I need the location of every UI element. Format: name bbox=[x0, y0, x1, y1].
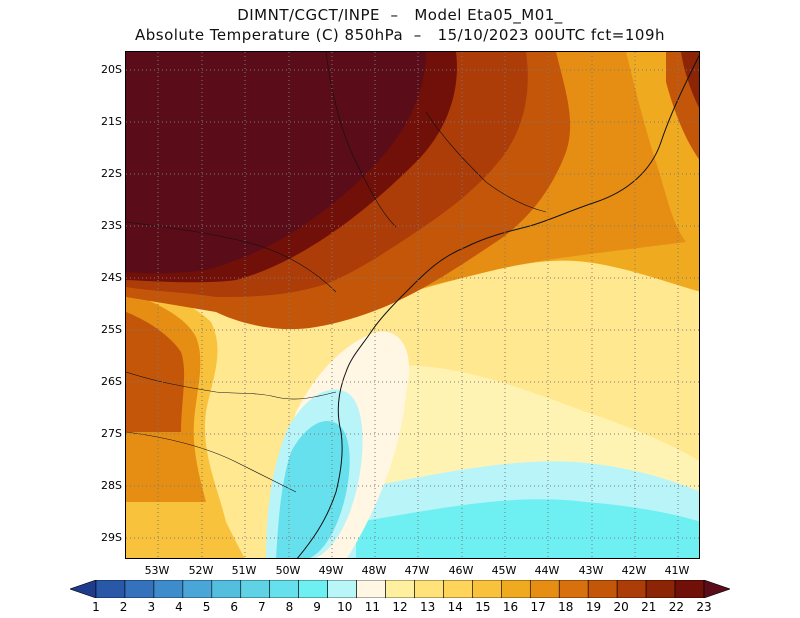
colorbar-swatch bbox=[356, 580, 386, 598]
colorbar-label: 18 bbox=[558, 600, 574, 614]
lat-label: 24S bbox=[101, 271, 122, 284]
colorbar-swatch bbox=[269, 580, 299, 598]
colorbar-swatch bbox=[240, 580, 271, 598]
colorbar-label: 12 bbox=[392, 600, 408, 614]
colorbar-swatch bbox=[674, 580, 705, 598]
field-cyan bbox=[356, 499, 699, 558]
colorbar-label: 7 bbox=[257, 600, 266, 614]
colorbar-label: 9 bbox=[313, 600, 321, 614]
colorbar-label: 13 bbox=[419, 600, 436, 614]
colorbar-label: 19 bbox=[585, 600, 602, 614]
lon-label: 47W bbox=[404, 564, 430, 577]
colorbar-label: 16 bbox=[502, 600, 519, 614]
lon-label: 44W bbox=[534, 564, 560, 577]
lon-label: 46W bbox=[448, 564, 474, 577]
colorbar-label: 22 bbox=[668, 600, 684, 614]
colorbar-swatch bbox=[95, 580, 126, 598]
lat-label: 25S bbox=[101, 323, 122, 336]
lon-label: 48W bbox=[361, 564, 387, 577]
colorbar-label: 4 bbox=[175, 600, 183, 614]
colorbar-label: 21 bbox=[641, 600, 657, 614]
colorbar-label: 5 bbox=[202, 600, 211, 614]
colorbar-swatch bbox=[558, 580, 589, 598]
colorbar-label: 23 bbox=[696, 600, 712, 614]
lon-label: 41W bbox=[664, 564, 690, 577]
colorbar-swatch bbox=[645, 580, 676, 598]
lat-label: 20S bbox=[101, 63, 122, 76]
colorbar-label: 14 bbox=[447, 600, 463, 614]
colorbar-swatch bbox=[587, 580, 618, 598]
colorbar-swatch bbox=[153, 580, 184, 598]
colorbar-label: 11 bbox=[364, 600, 380, 614]
state-borders bbox=[126, 52, 547, 493]
colorbar-swatch bbox=[529, 580, 560, 598]
coastline bbox=[296, 54, 699, 558]
field-west-band-3 bbox=[126, 312, 185, 432]
lon-label: 43W bbox=[578, 564, 604, 577]
lat-label: 27S bbox=[101, 427, 122, 440]
lon-label: 51W bbox=[231, 564, 257, 577]
map-title-line1: DIMNT/CGCT/INPE – Model Eta05_M01_ bbox=[237, 6, 563, 24]
lat-label: 26S bbox=[101, 375, 122, 388]
lat-label: 28S bbox=[101, 479, 122, 492]
colorbar-swatch bbox=[472, 580, 502, 598]
lat-label: 29S bbox=[101, 531, 122, 544]
colorbar-swatch bbox=[211, 580, 242, 598]
lon-label: 53W bbox=[144, 564, 170, 577]
lon-label: 49W bbox=[318, 564, 344, 577]
colorbar-label: 8 bbox=[285, 600, 294, 614]
colorbar-swatch bbox=[124, 580, 155, 598]
colorbar-label: 1 bbox=[92, 600, 100, 614]
lat-label: 21S bbox=[101, 115, 122, 128]
colorbar-swatch bbox=[298, 580, 328, 598]
colorbar-label: 15 bbox=[475, 600, 491, 614]
colorbar-label: 6 bbox=[230, 600, 238, 614]
colorbar-label: 10 bbox=[337, 600, 353, 614]
colorbar-right-arrow bbox=[703, 580, 730, 598]
colorbar-label: 17 bbox=[530, 600, 546, 614]
colorbar-swatch bbox=[501, 580, 531, 598]
lat-label: 22S bbox=[101, 167, 122, 180]
lon-label: 50W bbox=[275, 564, 301, 577]
colorbar-swatch bbox=[327, 580, 357, 598]
colorbar-left-arrow bbox=[70, 580, 97, 598]
grid-lines bbox=[126, 52, 699, 558]
lat-label: 23S bbox=[101, 219, 122, 232]
map-title-line2: Absolute Temperature (C) 850hPa – 15/10/… bbox=[134, 26, 666, 44]
colorbar-swatch bbox=[443, 580, 473, 598]
colorbar-swatch bbox=[414, 580, 444, 598]
lon-label: 52W bbox=[188, 564, 214, 577]
colorbar-swatch bbox=[616, 580, 647, 598]
field-hot-core bbox=[126, 52, 426, 274]
colorbar-label: 2 bbox=[119, 600, 128, 614]
colorbar-swatch bbox=[385, 580, 415, 598]
colorbar-label: 20 bbox=[613, 600, 629, 614]
field-cool-pool-core bbox=[276, 421, 350, 558]
lon-label: 45W bbox=[491, 564, 517, 577]
lon-label: 42W bbox=[621, 564, 647, 577]
colorbar bbox=[70, 580, 730, 598]
colorbar-label: 3 bbox=[147, 600, 156, 614]
temperature-map bbox=[125, 51, 700, 559]
colorbar-swatch bbox=[182, 580, 213, 598]
